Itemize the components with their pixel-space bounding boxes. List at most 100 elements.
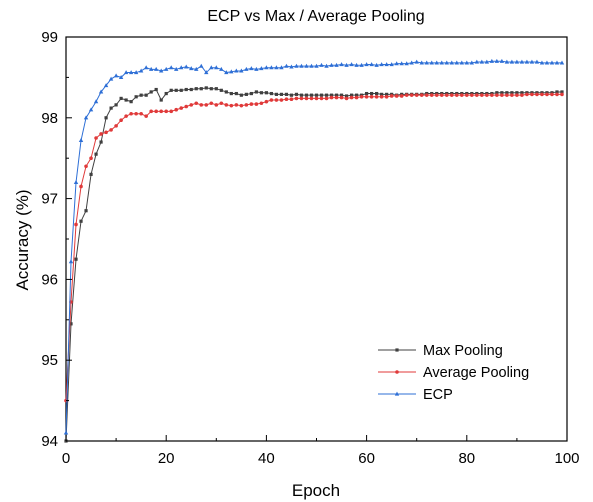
data-point <box>94 136 98 140</box>
data-point <box>124 114 128 118</box>
data-point <box>174 107 179 112</box>
data-point <box>515 91 519 95</box>
data-point <box>199 103 204 107</box>
data-point <box>344 94 349 98</box>
data-point <box>214 103 219 107</box>
data-point <box>304 96 309 101</box>
x-tick-label: 80 <box>458 450 475 467</box>
data-point <box>254 66 259 71</box>
data-point <box>93 99 99 104</box>
series-max-pooling <box>64 86 564 443</box>
data-point <box>99 132 103 136</box>
data-point <box>89 156 93 160</box>
series-average-pooling <box>64 92 564 403</box>
data-point <box>114 124 118 128</box>
data-point <box>274 65 279 70</box>
data-point <box>474 59 480 64</box>
data-point <box>104 116 108 120</box>
legend-marker <box>395 370 399 374</box>
data-point <box>349 95 354 100</box>
data-point <box>309 93 314 97</box>
data-point <box>324 63 329 68</box>
data-point <box>219 66 224 71</box>
data-point <box>154 109 158 114</box>
data-point <box>484 59 490 64</box>
data-point <box>394 61 399 66</box>
data-point <box>294 63 299 68</box>
data-point <box>143 65 149 70</box>
data-point <box>414 59 419 64</box>
data-point <box>294 92 299 96</box>
data-point <box>304 63 309 68</box>
data-point <box>339 62 344 67</box>
data-point <box>560 92 564 97</box>
data-point <box>379 62 384 67</box>
data-point <box>299 63 304 68</box>
data-point <box>309 96 314 101</box>
data-point <box>480 93 484 97</box>
data-point <box>514 59 520 64</box>
data-point <box>214 65 219 70</box>
data-point <box>139 93 143 97</box>
data-point <box>113 73 119 78</box>
data-point <box>174 66 179 71</box>
data-point <box>354 93 359 97</box>
data-point <box>524 59 530 64</box>
series-ecp <box>63 58 565 435</box>
data-point <box>500 93 504 97</box>
data-point <box>249 66 254 71</box>
data-point <box>78 138 84 143</box>
data-point <box>249 102 254 106</box>
data-point <box>149 109 153 114</box>
data-point <box>294 96 299 101</box>
data-point <box>219 88 223 92</box>
data-point <box>89 172 93 176</box>
data-point <box>424 60 429 65</box>
legend-item: ECP <box>378 387 453 403</box>
data-point <box>329 62 334 67</box>
data-point <box>515 93 519 97</box>
y-tick-label: 99 <box>41 29 58 46</box>
data-point <box>244 92 248 96</box>
data-point <box>269 65 274 70</box>
data-point <box>434 60 439 65</box>
data-point <box>209 87 213 91</box>
data-point <box>88 107 94 112</box>
x-axis-label: Epoch <box>292 481 340 500</box>
data-point <box>139 111 143 116</box>
data-point <box>249 91 253 96</box>
data-point <box>169 109 174 114</box>
data-point <box>179 65 184 70</box>
data-point <box>204 70 209 75</box>
data-point <box>94 152 98 156</box>
data-point <box>534 59 540 64</box>
data-point <box>153 66 159 71</box>
data-point <box>429 60 434 65</box>
data-point <box>98 89 104 94</box>
data-point <box>194 66 199 71</box>
data-point <box>510 93 514 97</box>
data-point <box>454 60 459 65</box>
data-point <box>309 63 314 68</box>
data-point <box>409 93 414 97</box>
data-point <box>519 59 525 64</box>
data-point <box>490 93 494 97</box>
data-point <box>229 69 234 74</box>
data-point <box>224 103 229 107</box>
data-point <box>380 92 384 96</box>
data-point <box>504 59 510 64</box>
data-point <box>164 109 168 114</box>
data-point <box>84 164 88 169</box>
data-point <box>108 76 114 81</box>
data-point <box>259 66 264 71</box>
data-point <box>219 101 224 106</box>
data-point <box>374 94 379 99</box>
data-point <box>359 62 364 67</box>
data-point <box>184 87 188 92</box>
data-point <box>209 65 214 70</box>
x-tick-label: 100 <box>554 450 579 467</box>
data-point <box>560 90 564 94</box>
data-point <box>259 101 264 106</box>
series-line <box>65 60 562 433</box>
data-point <box>284 92 289 96</box>
